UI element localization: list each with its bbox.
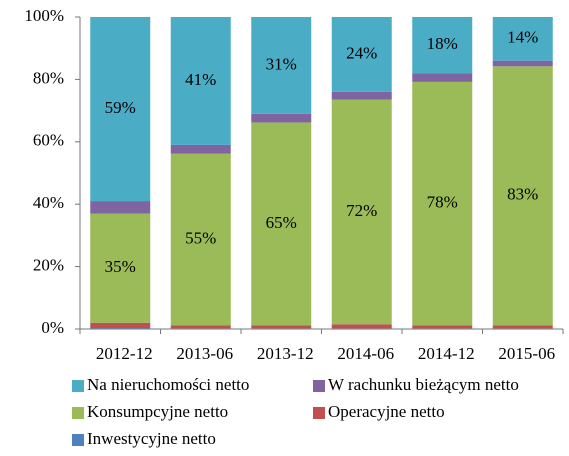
y-tick-label: 0% xyxy=(41,318,64,337)
bar-segment xyxy=(492,60,553,67)
y-tick-label: 40% xyxy=(33,193,64,212)
data-label: 18% xyxy=(427,34,458,53)
legend-swatch xyxy=(313,380,325,392)
legend-label: Operacyjne netto xyxy=(328,402,445,421)
bar-segment xyxy=(170,325,231,329)
legend-swatch xyxy=(72,407,84,419)
legend-swatch xyxy=(72,434,84,446)
data-label: 14% xyxy=(507,28,538,47)
x-tick-label: 2013-12 xyxy=(257,344,314,363)
data-label: 24% xyxy=(346,43,377,62)
bar-segment xyxy=(331,99,392,325)
x-tick-label: 2014-12 xyxy=(418,344,475,363)
data-label: 72% xyxy=(346,201,377,220)
data-label: 83% xyxy=(507,185,538,204)
bar-segment xyxy=(170,153,231,326)
bar-segment xyxy=(251,17,312,114)
bar-segment xyxy=(412,81,473,326)
bar-segment xyxy=(412,73,473,82)
bar-segment xyxy=(492,66,553,326)
bar-segment xyxy=(90,322,151,329)
data-label: 59% xyxy=(105,98,136,117)
bar-segment xyxy=(90,17,151,202)
bar-segment xyxy=(331,17,392,92)
bar-segment xyxy=(90,213,151,323)
data-label: 35% xyxy=(105,257,136,276)
bar-segment xyxy=(90,201,151,214)
data-label: 55% xyxy=(185,228,216,247)
legend-label: Konsumpcyjne netto xyxy=(87,402,228,421)
legend-swatch xyxy=(72,380,84,392)
bar-segment xyxy=(331,324,392,329)
legend-swatch xyxy=(313,407,325,419)
bar-segment xyxy=(492,325,553,329)
bar-segment xyxy=(492,17,553,61)
bar-segment xyxy=(251,113,312,123)
y-tick-label: 20% xyxy=(33,256,64,275)
bar-segment xyxy=(170,144,231,154)
bar-segment xyxy=(331,91,392,100)
bar-segment xyxy=(412,325,473,329)
data-label: 31% xyxy=(266,54,297,73)
bar-segment xyxy=(251,122,312,326)
legend-label: Na nieruchomości netto xyxy=(87,375,249,394)
bar-segment xyxy=(251,325,312,329)
x-tick-label: 2013-06 xyxy=(176,344,233,363)
data-label: 41% xyxy=(185,70,216,89)
y-tick-label: 60% xyxy=(33,131,64,150)
x-tick-label: 2012-12 xyxy=(96,344,153,363)
bar-segment xyxy=(412,17,473,74)
data-label: 78% xyxy=(427,192,458,211)
x-tick-label: 2015-06 xyxy=(498,344,555,363)
y-tick-label: 80% xyxy=(33,68,64,87)
legend-label: Inwestycyjne netto xyxy=(87,429,216,448)
bar-segment xyxy=(170,17,231,145)
legend-label: W rachunku bieżącym netto xyxy=(328,375,519,394)
x-tick-label: 2014-06 xyxy=(337,344,394,363)
data-label: 65% xyxy=(266,213,297,232)
y-tick-label: 100% xyxy=(24,6,64,25)
